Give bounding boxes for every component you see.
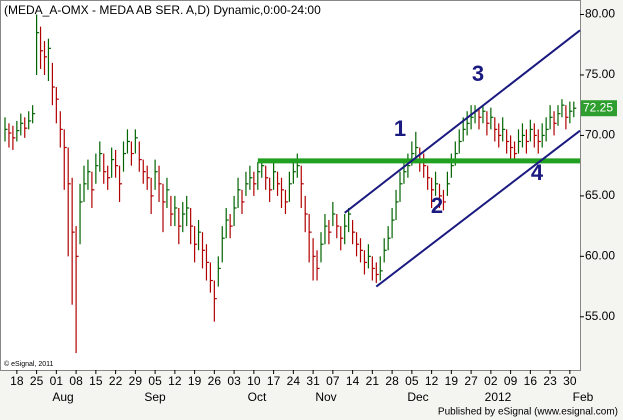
x-tick-label: 21	[366, 374, 380, 388]
x-tick-label: 17	[267, 374, 281, 388]
month-label: Dec	[407, 390, 428, 404]
plot-area	[0, 0, 581, 371]
y-tick-label: 60.00	[585, 249, 615, 263]
x-tick-label: 30	[563, 374, 577, 388]
annotation: 3	[472, 61, 484, 86]
x-tick-label: 26	[208, 374, 222, 388]
x-tick-label: 05	[405, 374, 419, 388]
y-tick-label: 55.00	[585, 309, 615, 323]
last-price-label: 72.25	[583, 100, 613, 114]
x-tick-label: 25	[30, 374, 44, 388]
x-tick-label: 24	[287, 374, 301, 388]
x-tick-label: 03	[227, 374, 241, 388]
x-tick-label: 09	[504, 374, 518, 388]
y-tick-label: 65.00	[585, 188, 615, 202]
month-label: Feb	[573, 390, 594, 404]
x-tick-label: 15	[89, 374, 103, 388]
x-tick-label: 07	[326, 374, 340, 388]
x-tick-label: 22	[109, 374, 123, 388]
month-label: Oct	[248, 390, 267, 404]
x-tick-label: 12	[168, 374, 182, 388]
annotation: 1	[394, 116, 406, 141]
x-tick-label: 29	[129, 374, 143, 388]
x-tick-label: 05	[148, 374, 162, 388]
x-tick-label: 18	[10, 374, 24, 388]
footer: Published by eSignal (www.esignal.com)	[438, 407, 618, 418]
x-tick-label: 31	[306, 374, 320, 388]
month-label: 2012	[485, 390, 512, 404]
last-price-box	[581, 100, 617, 117]
x-tick-label: 02	[484, 374, 498, 388]
trend-line	[375, 129, 581, 288]
x-tick-label: 08	[69, 374, 83, 388]
month-label: Nov	[315, 390, 336, 404]
y-tick-label: 75.00	[585, 67, 615, 81]
x-tick-label: 12	[425, 374, 439, 388]
x-tick-label: 19	[188, 374, 202, 388]
x-tick-label: 28	[385, 374, 399, 388]
x-tick-label: 10	[247, 374, 261, 388]
x-tick-label: 14	[346, 374, 360, 388]
trend-line	[344, 29, 581, 214]
x-tick-label: 19	[445, 374, 459, 388]
chart-title: (MEDA_A-OMX - MEDA AB SER. A,D) Dynamic,…	[4, 3, 321, 17]
annotation: 2	[431, 193, 443, 218]
month-label: Aug	[52, 390, 73, 404]
y-tick-label: 80.00	[585, 7, 615, 21]
x-tick-label: 01	[50, 374, 64, 388]
annotation: 4	[531, 160, 544, 185]
x-tick-label: 23	[543, 374, 557, 388]
x-tick-label: 27	[464, 374, 478, 388]
month-label: Sep	[144, 390, 166, 404]
copyright: © eSignal, 2011	[4, 360, 54, 368]
x-tick-label: 16	[524, 374, 538, 388]
y-tick-label: 70.00	[585, 128, 615, 142]
